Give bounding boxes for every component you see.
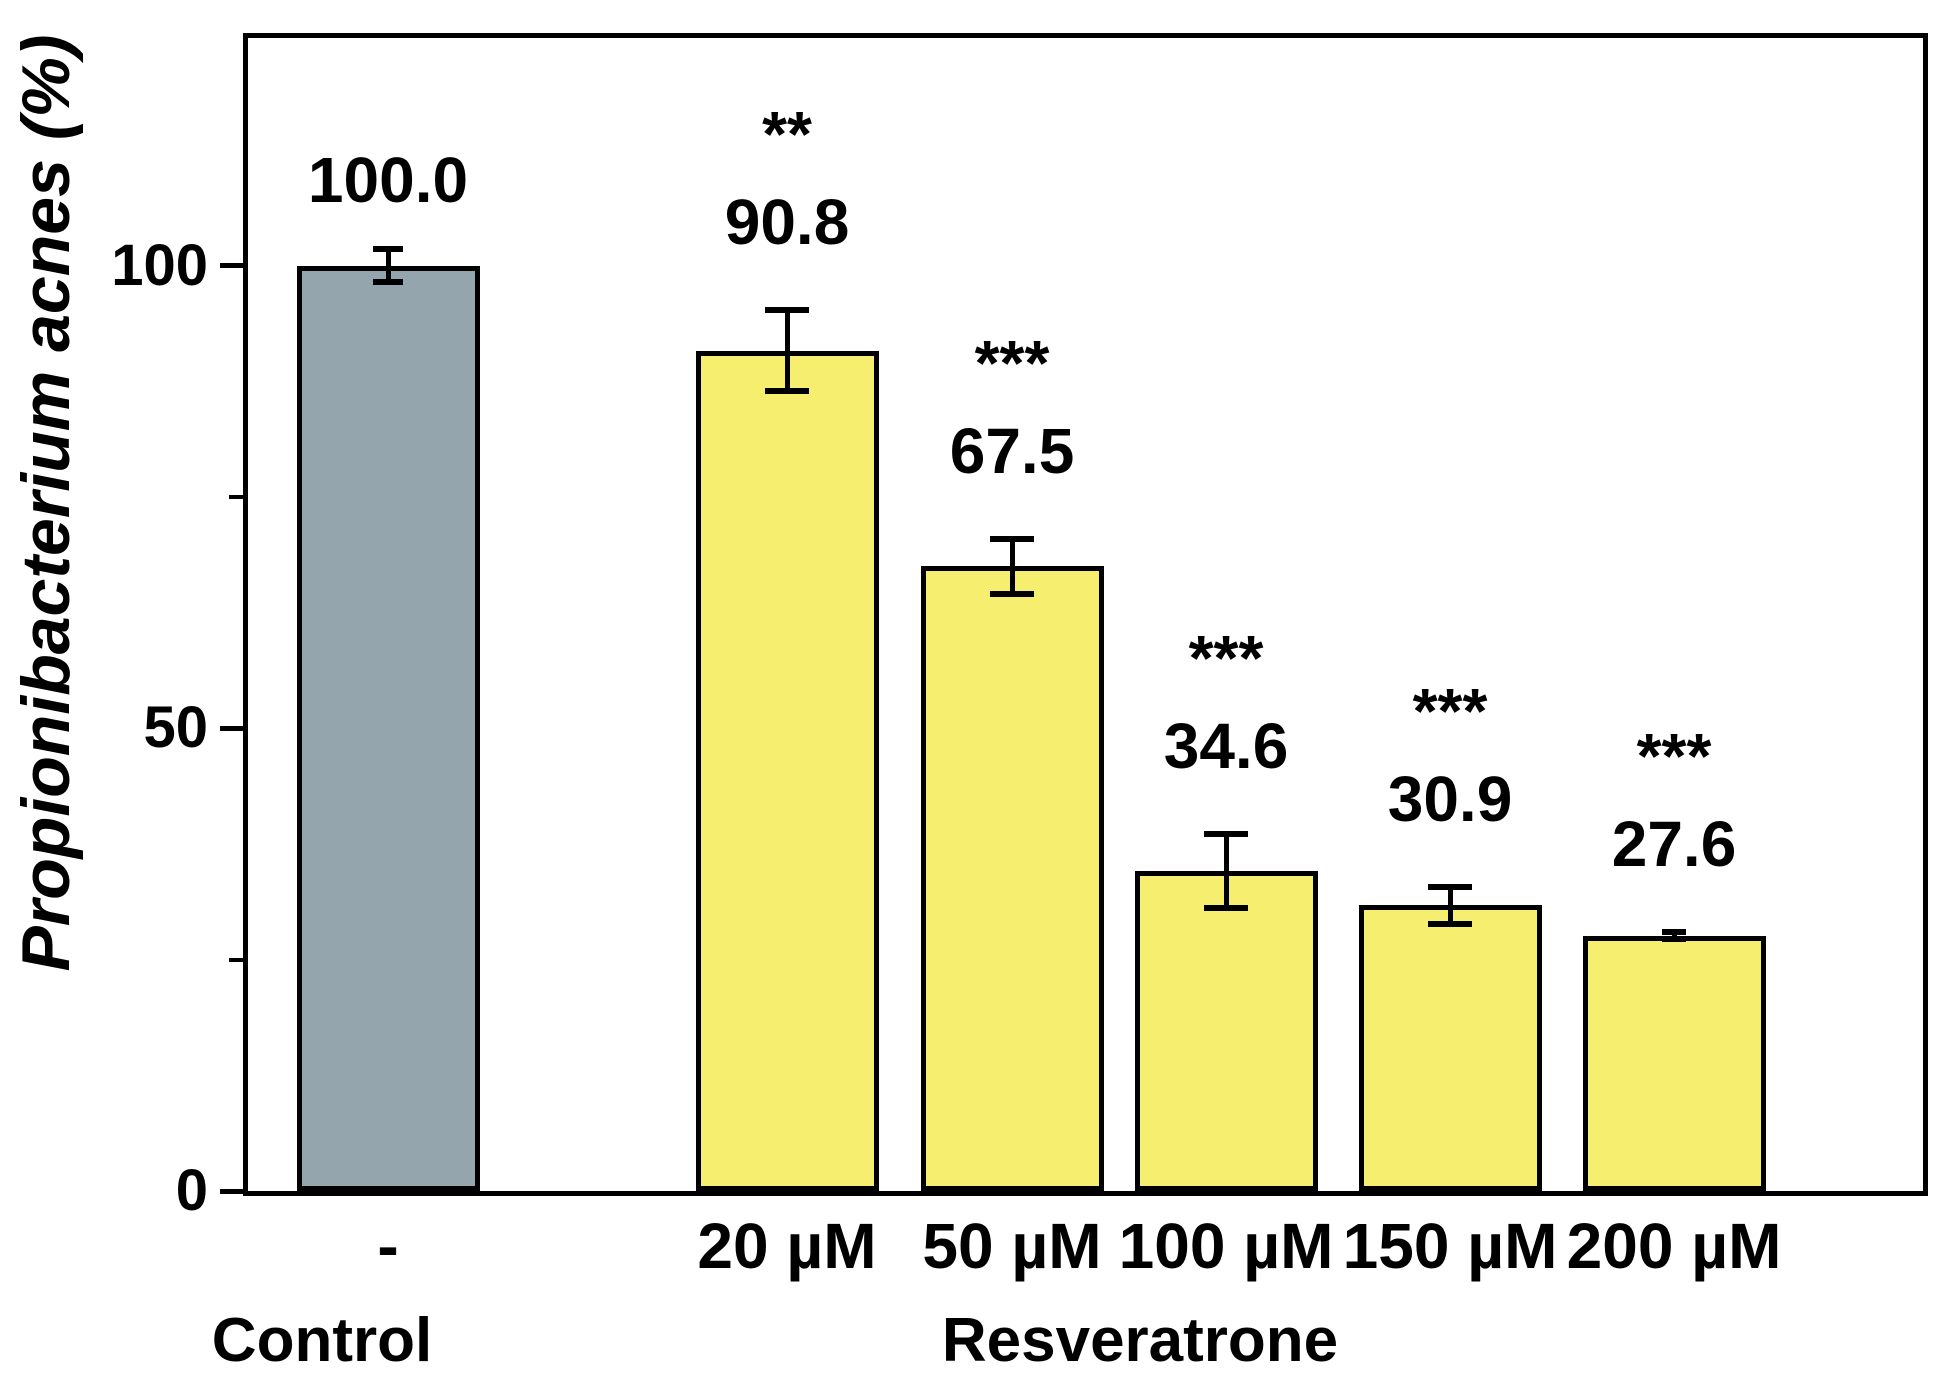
error-bar-top-cap bbox=[1428, 883, 1472, 890]
bar-value-label: 30.9 bbox=[1387, 762, 1513, 835]
error-bar bbox=[1447, 886, 1453, 924]
error-bar-top-cap bbox=[1204, 830, 1248, 837]
y-tick-label: 0 bbox=[175, 1158, 208, 1223]
bar bbox=[296, 265, 480, 1191]
x-tick-label: 20 µM bbox=[697, 1210, 877, 1282]
error-bar bbox=[784, 310, 790, 392]
error-bar-top-cap bbox=[1662, 928, 1686, 935]
significance-stars: ** bbox=[762, 98, 812, 171]
bar-value-label: 67.5 bbox=[949, 414, 1075, 487]
y-major-tick bbox=[220, 263, 243, 269]
error-bar-top-cap bbox=[373, 245, 403, 252]
y-tick-label: 100 bbox=[111, 232, 208, 298]
bar bbox=[1134, 870, 1318, 1191]
x-tick-label: - bbox=[377, 1210, 399, 1282]
y-axis-title: Propionibacterium acnes (%) bbox=[8, 34, 84, 972]
error-bar-bottom-cap bbox=[990, 591, 1034, 598]
x-group-label: Resveratrone bbox=[941, 1306, 1339, 1375]
x-tick-label: 50 µM bbox=[922, 1210, 1102, 1282]
y-major-tick bbox=[220, 725, 243, 731]
bar-value-label: 34.6 bbox=[1163, 709, 1289, 782]
bar-value-label: 90.8 bbox=[724, 186, 850, 259]
bar bbox=[920, 566, 1104, 1191]
x-tick-label: 150 µM bbox=[1342, 1210, 1558, 1282]
bar bbox=[695, 350, 879, 1191]
significance-stars: *** bbox=[1412, 674, 1488, 747]
error-bar bbox=[1223, 833, 1229, 908]
y-minor-tick bbox=[229, 494, 243, 499]
bar bbox=[1358, 905, 1542, 1191]
error-bar-bottom-cap bbox=[373, 279, 403, 286]
bar bbox=[1582, 935, 1766, 1191]
significance-stars: *** bbox=[1636, 719, 1712, 792]
error-bar-top-cap bbox=[990, 535, 1034, 542]
error-bar-bottom-cap bbox=[1204, 904, 1248, 911]
x-group-label: Control bbox=[211, 1306, 433, 1375]
significance-stars: *** bbox=[974, 326, 1050, 399]
error-bar-bottom-cap bbox=[1662, 936, 1686, 943]
x-tick-label: 200 µM bbox=[1566, 1210, 1782, 1282]
y-minor-tick bbox=[229, 957, 243, 962]
error-bar bbox=[1009, 538, 1015, 595]
y-tick-label: 50 bbox=[143, 695, 208, 761]
y-major-tick bbox=[220, 1188, 243, 1194]
error-bar-bottom-cap bbox=[1428, 920, 1472, 927]
error-bar bbox=[1671, 931, 1677, 940]
bar-value-label: 100.0 bbox=[307, 143, 469, 216]
error-bar-top-cap bbox=[765, 307, 809, 314]
bar-value-label: 27.6 bbox=[1611, 807, 1737, 880]
significance-stars: *** bbox=[1188, 621, 1264, 694]
error-bar-bottom-cap bbox=[765, 388, 809, 395]
x-tick-label: 100 µM bbox=[1118, 1210, 1334, 1282]
error-bar bbox=[385, 248, 391, 283]
